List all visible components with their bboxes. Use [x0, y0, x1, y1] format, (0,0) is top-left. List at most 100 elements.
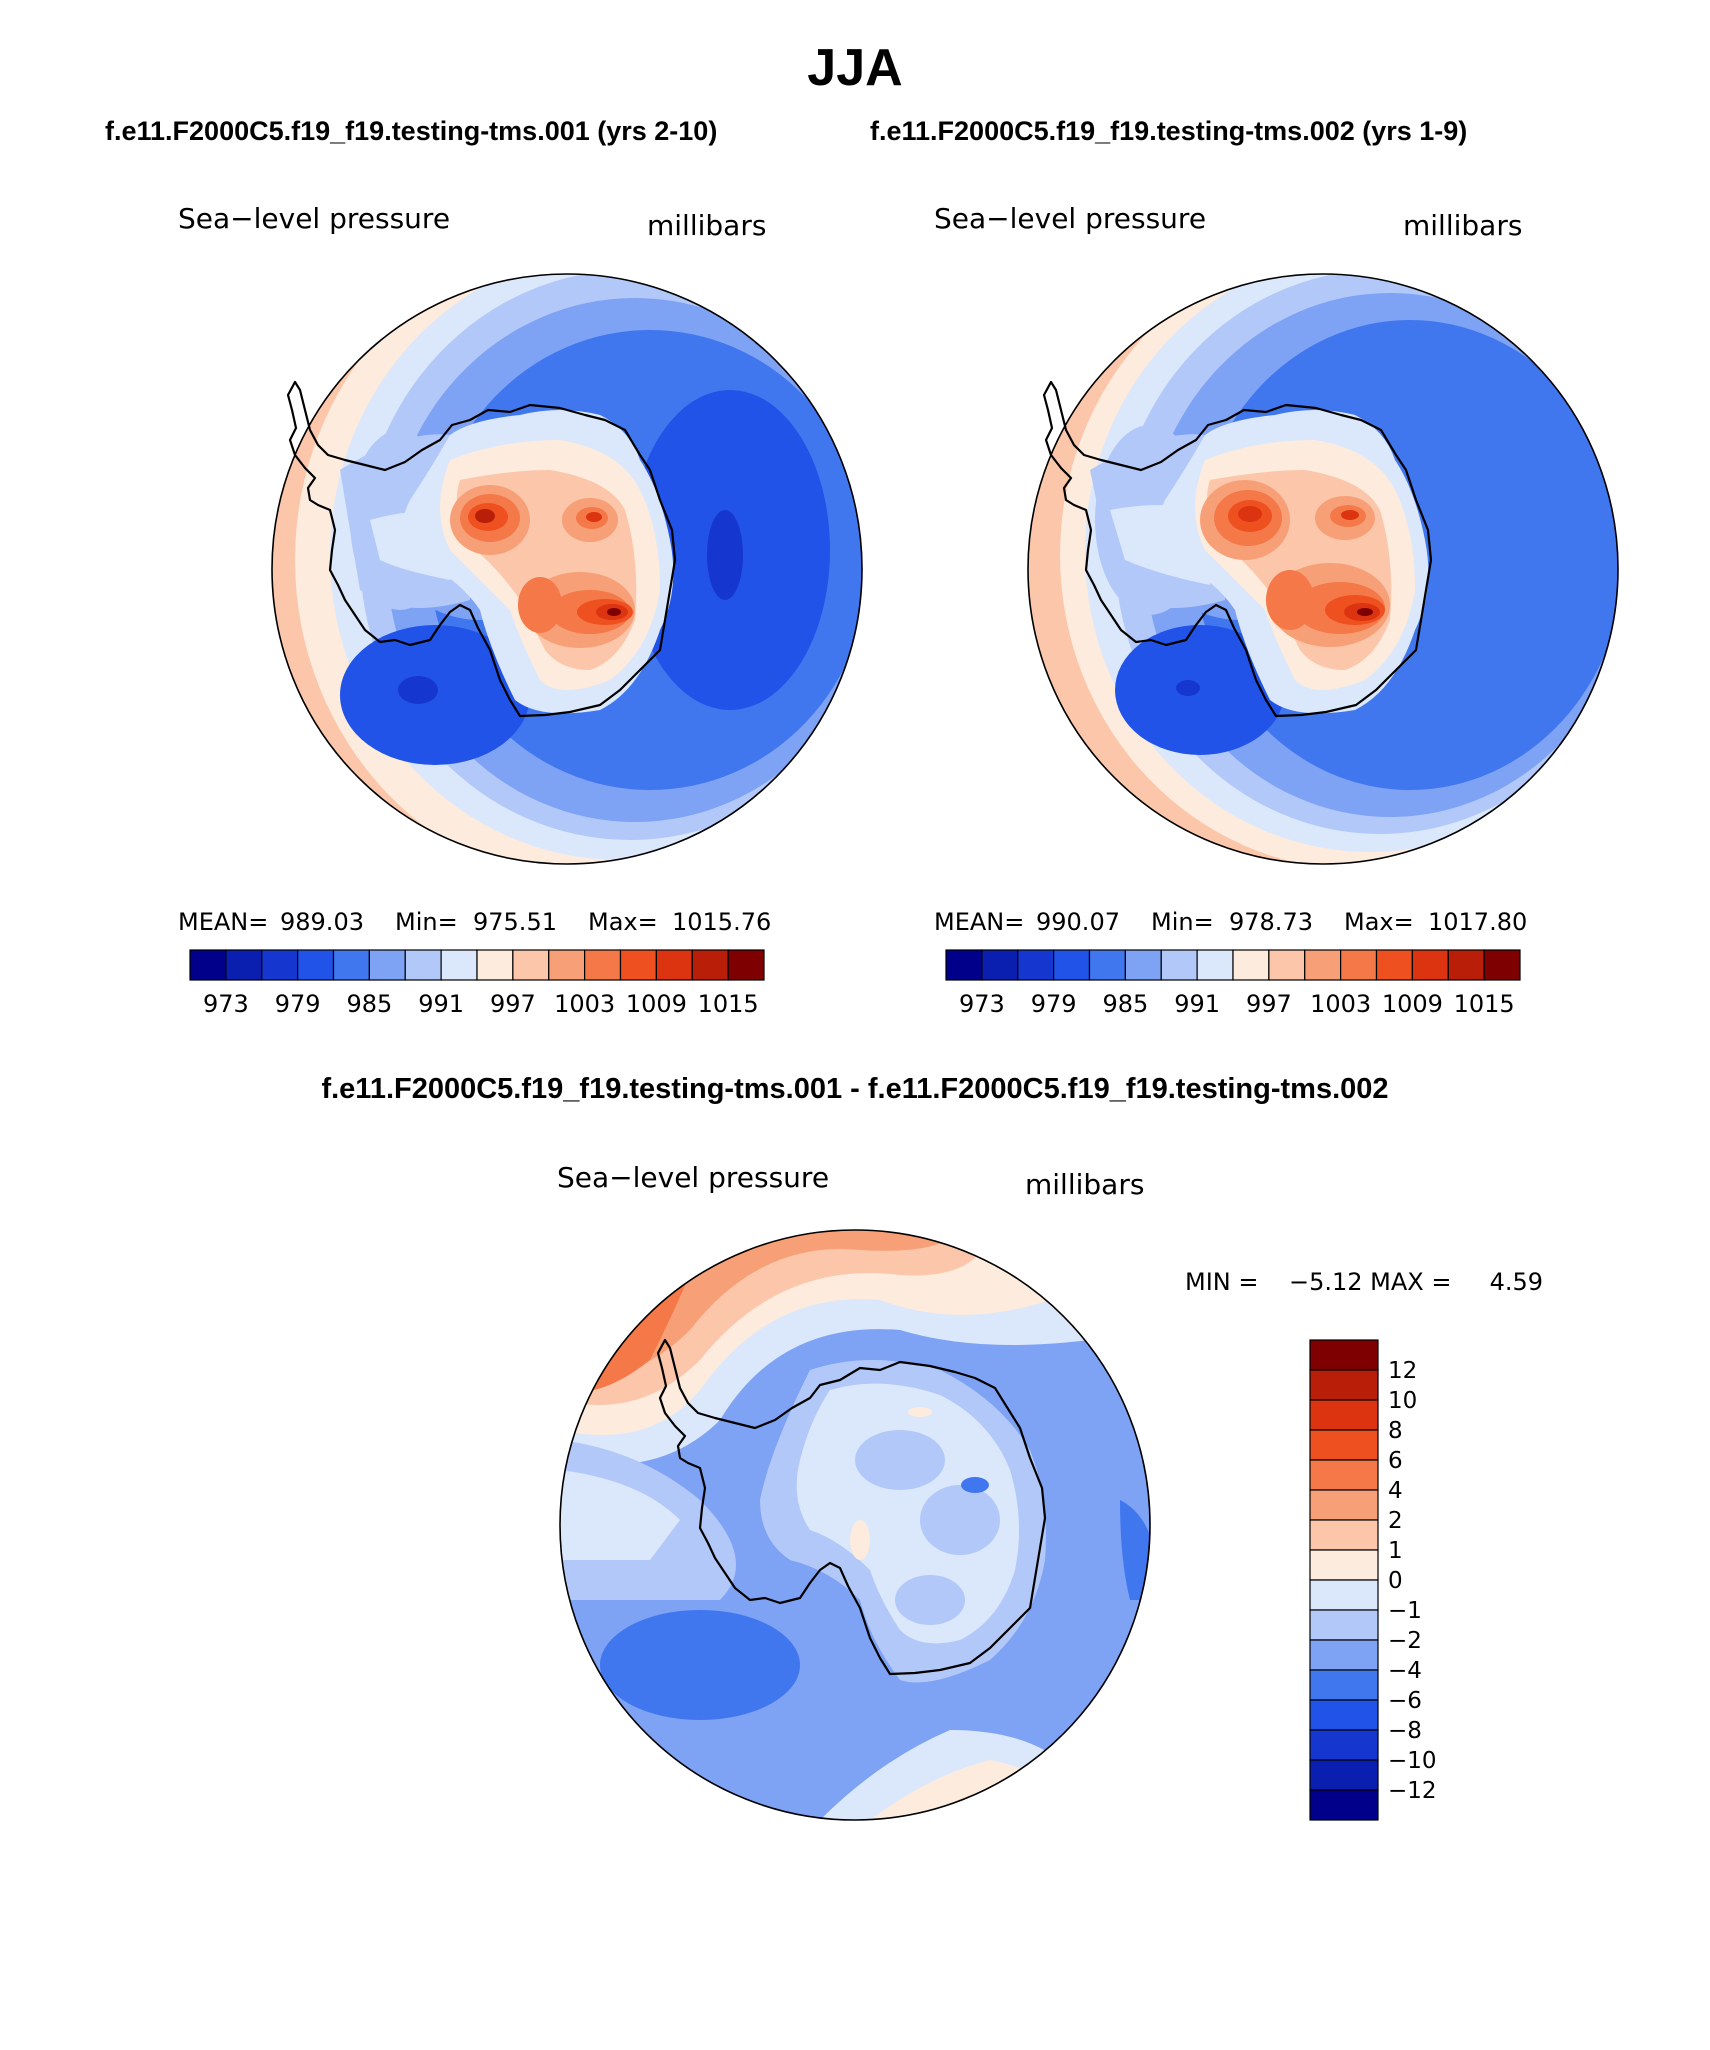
panel-a-min-label: Min= [395, 908, 458, 936]
colorbar-panel-b: 973 979 985 991 997 1003 1009 1015 [945, 949, 1521, 1018]
colorbar-a-tick-label: 973 [203, 990, 249, 1018]
colorbar-diff-tick-label: −6 [1388, 1688, 1422, 1714]
colorbar-a-tick-label: 1003 [554, 990, 615, 1018]
colorbar-a-swatch [261, 949, 299, 981]
diff-units: millibars [1025, 1168, 1144, 1201]
subtitle-right: f.e11.F2000C5.f19_f19.testing-tms.002 (y… [870, 116, 1467, 146]
colorbar-a-swatch [548, 949, 586, 981]
panel-a-mean-label: MEAN= [178, 908, 268, 936]
colorbar-b-swatch [1232, 949, 1270, 981]
colorbar-diff-swatch [1309, 1549, 1379, 1581]
colorbar-diff-tick-label: 10 [1388, 1388, 1417, 1414]
panel-b-max-label: Max= [1344, 908, 1414, 936]
colorbar-b-swatch [1340, 949, 1378, 981]
colorbar-diff-tick-label: −2 [1388, 1628, 1422, 1654]
colorbar-a-tick-label: 1009 [626, 990, 687, 1018]
colorbar-b-swatch [1447, 949, 1485, 981]
colorbar-panel-a: 973 979 985 991 997 1003 1009 1015 [189, 949, 765, 1018]
colorbar-b-swatch [1411, 949, 1449, 981]
colorbar-a-tick-label: 1015 [698, 990, 759, 1018]
colorbar-a-swatch [225, 949, 263, 981]
colorbar-diff-tick-label: −12 [1388, 1778, 1437, 1804]
colorbar-b-tick-label: 985 [1102, 990, 1148, 1018]
colorbar-diff-swatch [1309, 1789, 1379, 1821]
colorbar-diff-swatch [1309, 1489, 1379, 1521]
colorbar-diff-swatch [1309, 1699, 1379, 1731]
panel-b-mean-value: 990.07 [1036, 908, 1120, 936]
colorbar-a-swatch [584, 949, 622, 981]
panel-b-min-label: Min= [1151, 908, 1214, 936]
colorbar-a-swatch [368, 949, 406, 981]
colorbar-b-tick-label: 1009 [1382, 990, 1443, 1018]
map-panel-a [271, 273, 863, 865]
subtitle-left: f.e11.F2000C5.f19_f19.testing-tms.001 (y… [105, 116, 717, 146]
map-panel-b [1027, 273, 1619, 865]
colorbar-diff-swatch [1309, 1399, 1379, 1431]
colorbar-b-swatch [1053, 949, 1091, 981]
panel-b-variable: Sea−level pressure [934, 202, 1206, 235]
map-difference-boundary [559, 1229, 1151, 1821]
colorbar-b-tick-label: 1015 [1454, 990, 1515, 1018]
colorbar-diff-swatch [1309, 1639, 1379, 1671]
colorbar-diff-swatch [1309, 1609, 1379, 1641]
colorbar-diff-swatch [1309, 1429, 1379, 1461]
colorbar-diff-tick-label: −4 [1388, 1658, 1422, 1684]
colorbar-diff-tick-label: 4 [1388, 1478, 1403, 1504]
colorbar-a-swatch [404, 949, 442, 981]
map-a-boundary [271, 273, 863, 865]
colorbar-a-swatch [332, 949, 370, 981]
colorbar-b-swatch [1268, 949, 1306, 981]
panel-b-min-value: 978.73 [1229, 908, 1313, 936]
colorbar-b-swatch [1160, 949, 1198, 981]
colorbar-b-swatch [1124, 949, 1162, 981]
panel-a-units: millibars [647, 209, 766, 242]
colorbar-diff-swatch [1309, 1369, 1379, 1401]
panel-a-variable: Sea−level pressure [178, 202, 450, 235]
panel-a-max-label: Max= [588, 908, 658, 936]
colorbar-diff-tick-label: 0 [1388, 1568, 1403, 1594]
colorbar-diff-tick-label: 12 [1388, 1358, 1417, 1384]
colorbar-a-swatch [440, 949, 478, 981]
colorbar-diff-tick-label: −8 [1388, 1718, 1422, 1744]
panel-a-mean-value: 989.03 [280, 908, 364, 936]
diff-minmax: MIN = −5.12 MAX = 4.59 [1185, 1268, 1543, 1296]
colorbar-a-swatch [691, 949, 729, 981]
colorbar-diff-tick-label: 6 [1388, 1448, 1403, 1474]
map-b-boundary [1027, 273, 1619, 865]
colorbar-diff-swatch [1309, 1579, 1379, 1611]
colorbar-a-swatch [727, 949, 765, 981]
colorbar-b-swatch [1304, 949, 1342, 981]
colorbar-diff-tick-label: 8 [1388, 1418, 1403, 1444]
diff-variable: Sea−level pressure [557, 1161, 829, 1194]
colorbar-a-tick-label: 985 [346, 990, 392, 1018]
difference-title: f.e11.F2000C5.f19_f19.testing-tms.001 - … [321, 1073, 1388, 1105]
colorbar-diff-tick-label: −10 [1388, 1748, 1437, 1774]
colorbar-a-swatch [512, 949, 550, 981]
colorbar-a-tick-label: 997 [490, 990, 536, 1018]
panel-a-min-value: 975.51 [473, 908, 557, 936]
colorbar-b-swatch [1088, 949, 1126, 981]
colorbar-b-swatch [945, 949, 983, 981]
colorbar-diff-swatch [1309, 1729, 1379, 1761]
page-title: JJA [807, 39, 902, 97]
colorbar-a-tick-label: 991 [418, 990, 464, 1018]
colorbar-b-tick-label: 997 [1246, 990, 1292, 1018]
colorbar-diff-swatch [1309, 1519, 1379, 1551]
colorbar-a-swatch [189, 949, 227, 981]
colorbar-diff-tick-label: −1 [1388, 1598, 1422, 1624]
colorbar-b-tick-label: 979 [1031, 990, 1077, 1018]
colorbar-b-tick-label: 973 [959, 990, 1005, 1018]
colorbar-diff-swatch [1309, 1339, 1379, 1371]
colorbar-b-swatch [1017, 949, 1055, 981]
colorbar-b-swatch [1375, 949, 1413, 981]
colorbar-b-swatch [1483, 949, 1521, 981]
colorbar-diff-tick-label: 1 [1388, 1538, 1403, 1564]
colorbar-diff-swatch [1309, 1669, 1379, 1701]
panel-b-units: millibars [1403, 209, 1522, 242]
colorbar-a-swatch [619, 949, 657, 981]
panel-a-max-value: 1015.76 [672, 908, 771, 936]
colorbar-diff-tick-label: 2 [1388, 1508, 1403, 1534]
panel-b-mean-label: MEAN= [934, 908, 1024, 936]
colorbar-b-swatch [981, 949, 1019, 981]
